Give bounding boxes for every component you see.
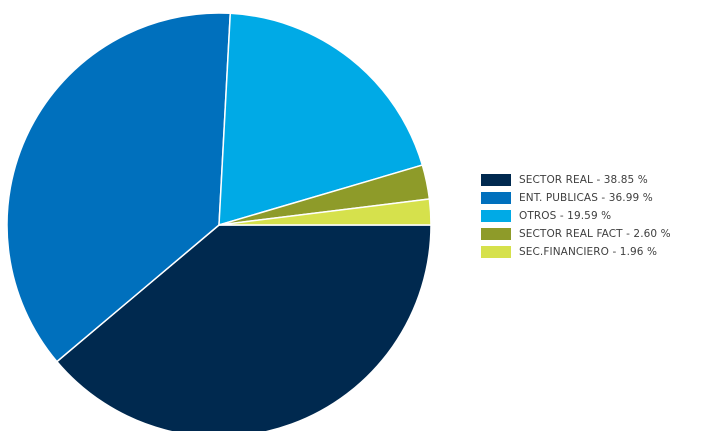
pie-slice-3 <box>218 12 424 227</box>
legend-label: OTROS - 19.59 % <box>519 210 612 222</box>
chart-legend: SECTOR REAL - 38.85 % ENT. PUBLICAS - 36.… <box>481 171 671 261</box>
legend-item-2: ENT. PUBLICAS - 36.99 % <box>481 189 671 207</box>
pie-slice-5 <box>218 198 432 226</box>
legend-item-3: OTROS - 19.59 % <box>481 207 671 225</box>
legend-label: SEC.FINANCIERO - 1.96 % <box>519 246 658 258</box>
legend-label: SECTOR REAL FACT - 2.60 % <box>519 228 671 240</box>
pie-slices <box>6 12 432 431</box>
pie-slice-2 <box>6 12 232 363</box>
legend-swatch <box>481 192 511 204</box>
legend-swatch <box>481 228 511 240</box>
legend-label: SECTOR REAL - 38.85 % <box>519 174 648 186</box>
legend-swatch <box>481 246 511 258</box>
legend-item-4: SECTOR REAL FACT - 2.60 % <box>481 225 671 243</box>
legend-item-5: SEC.FINANCIERO - 1.96 % <box>481 243 671 261</box>
legend-item-1: SECTOR REAL - 38.85 % <box>481 171 671 189</box>
legend-label: ENT. PUBLICAS - 36.99 % <box>519 192 653 204</box>
legend-swatch <box>481 210 511 222</box>
legend-swatch <box>481 174 511 186</box>
pie-slice-1 <box>55 224 432 431</box>
